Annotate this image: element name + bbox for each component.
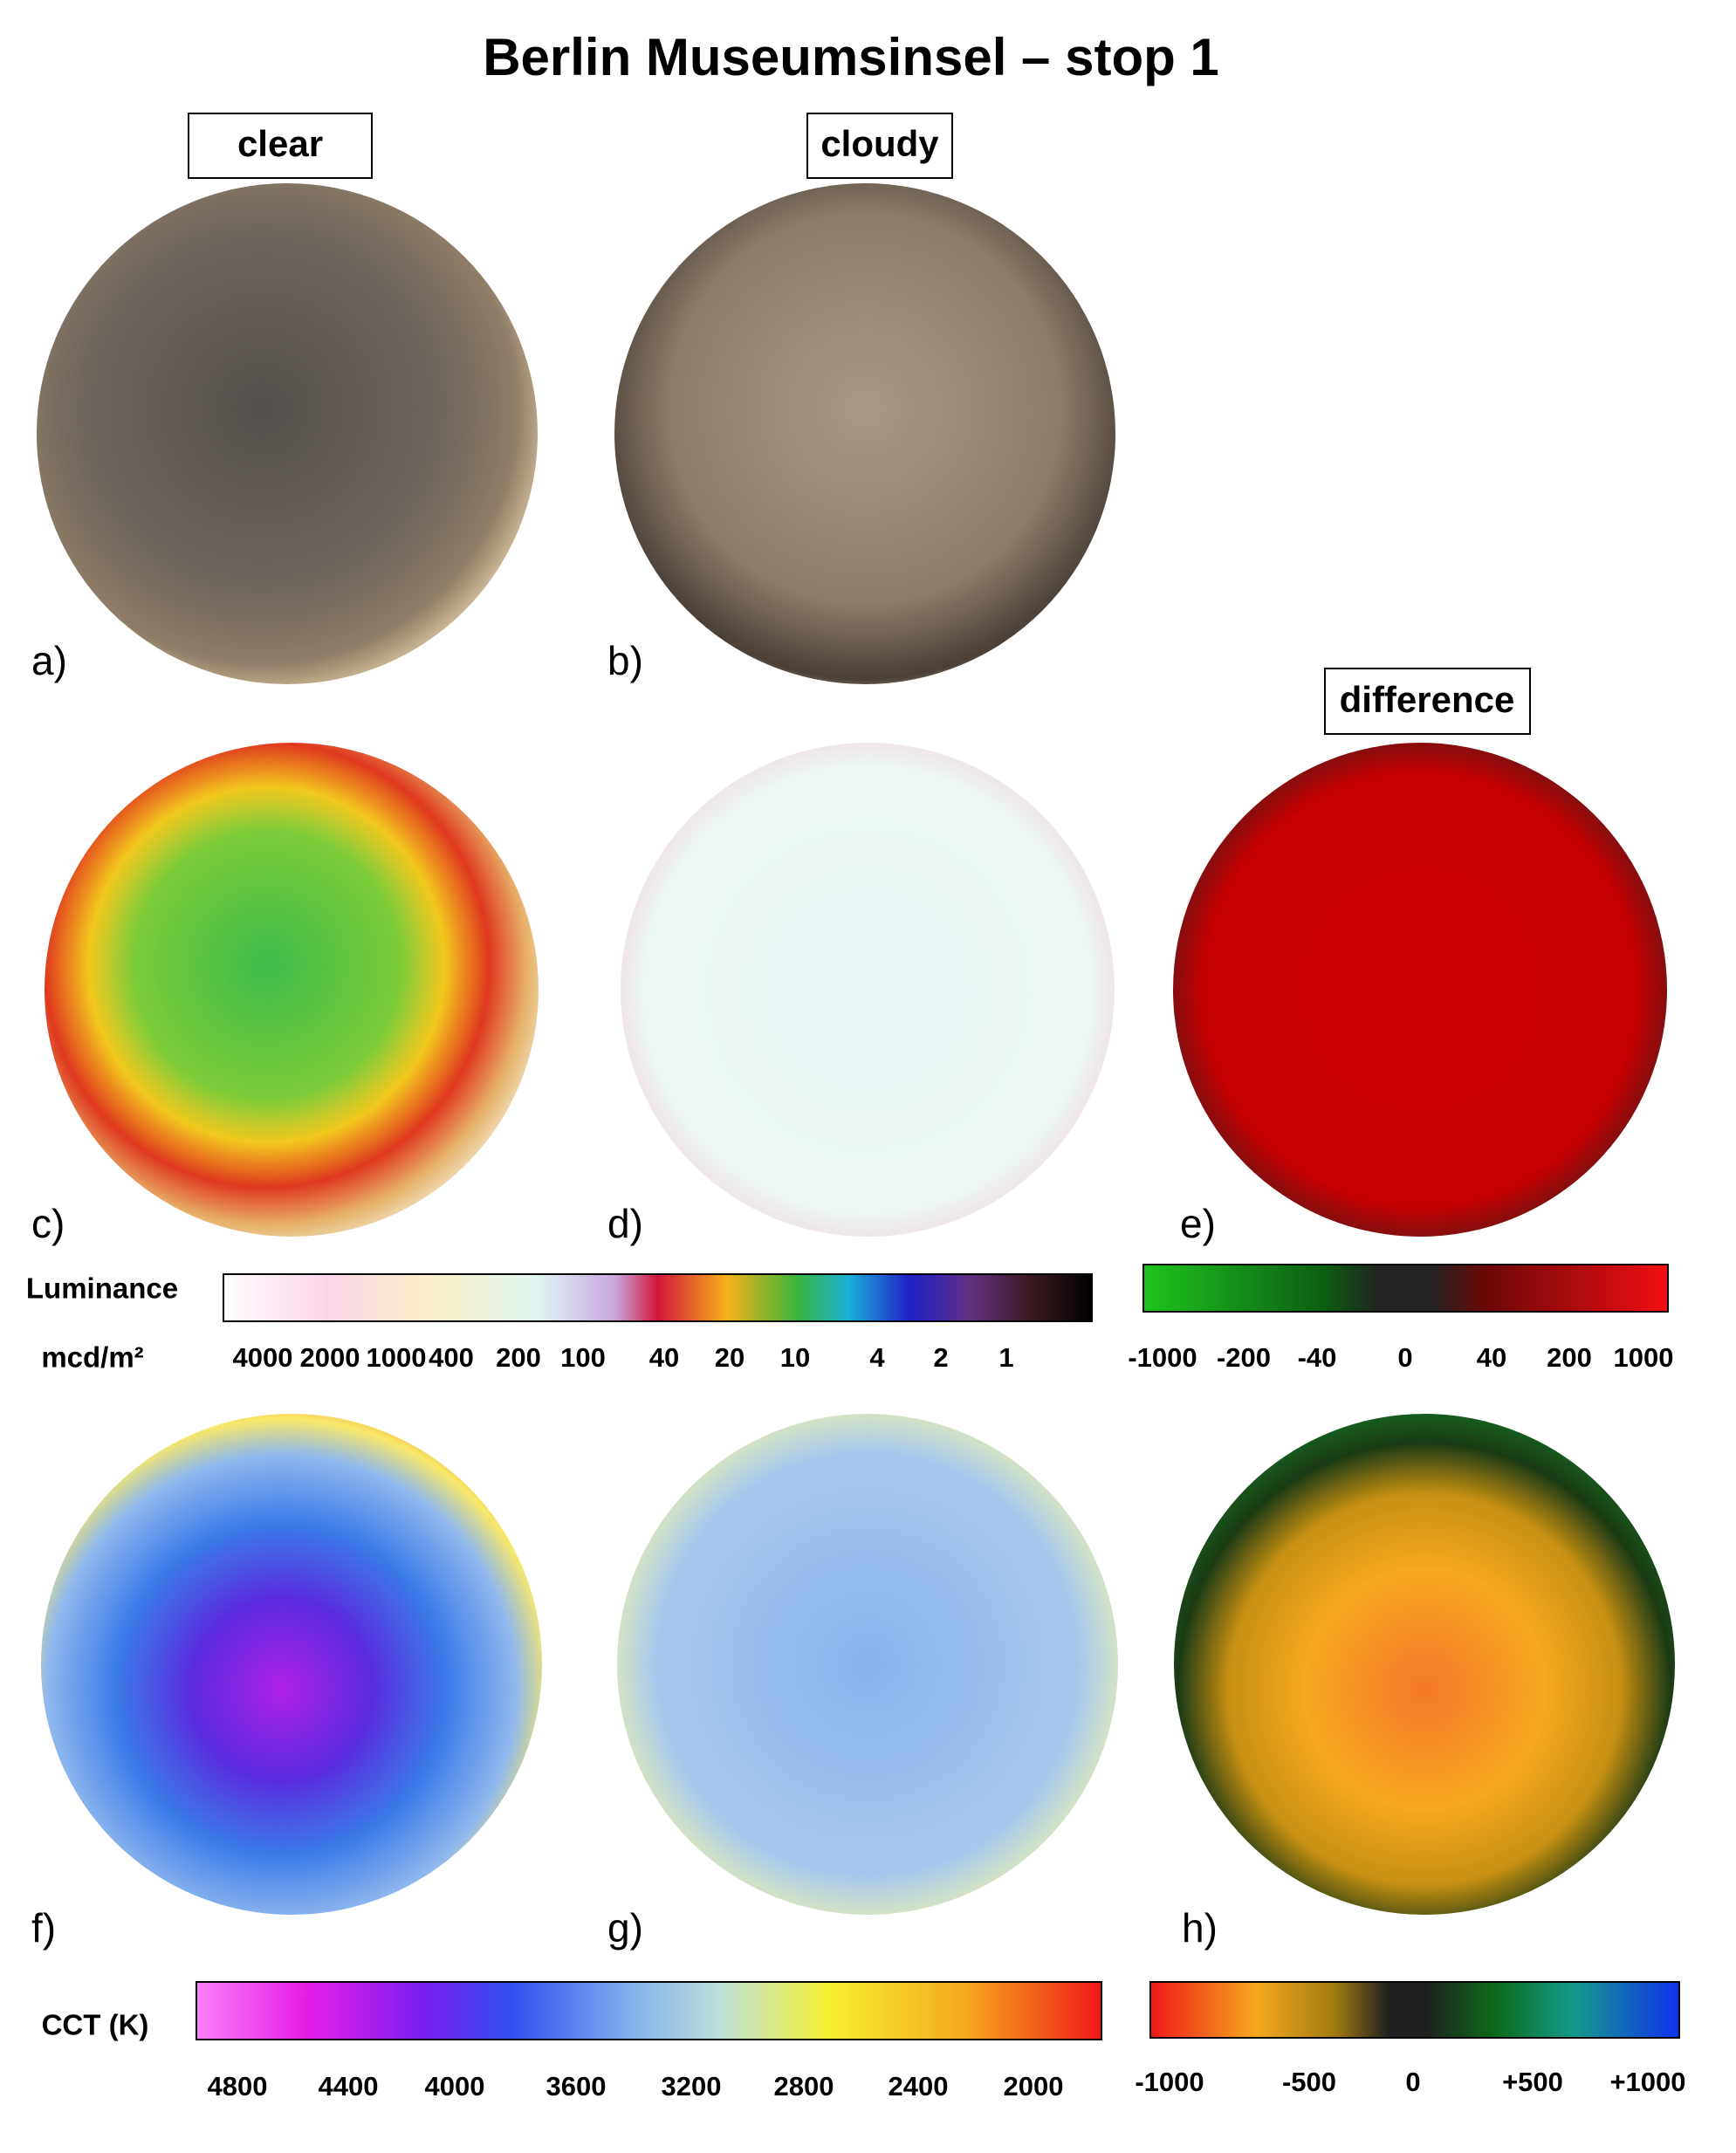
colorbar-tick-label: 4000 [425, 2071, 485, 2102]
column-header: difference [1340, 679, 1515, 720]
colorbar-tick-label: 10 [780, 1342, 810, 1373]
colorbar-tick-label: 1000 [367, 1342, 427, 1373]
scale-unit: mcd/m² [41, 1341, 143, 1374]
luminance-map-cloudy [621, 743, 1115, 1237]
colorbar-tick-label: 2800 [774, 2071, 834, 2102]
colorbar-tick-label: +1000 [1609, 2067, 1685, 2097]
colorbar-tick-label: 200 [1547, 1342, 1592, 1373]
colorbar-tick-label: +500 [1502, 2067, 1563, 2097]
luminance-difference-colorbar [1142, 1264, 1669, 1313]
luminance-difference-map [1173, 743, 1667, 1237]
cct-map-clear [41, 1414, 542, 1915]
colorbar-tick-label: 3600 [546, 2071, 607, 2102]
panel-label: f) [31, 1905, 56, 1951]
colorbar-tick-label: 2000 [300, 1342, 360, 1373]
colorbar-tick-label: 40 [649, 1342, 679, 1373]
colorbar-tick-label: -200 [1217, 1342, 1271, 1373]
colorbar-tick-label: 100 [560, 1342, 606, 1373]
colorbar-tick-label: 4800 [208, 2071, 268, 2102]
panel-label: e) [1180, 1201, 1216, 1246]
panel-label: c) [31, 1201, 65, 1246]
colorbar-tick-label: 0 [1397, 1342, 1412, 1373]
luminance-map-clear [45, 743, 539, 1237]
cct-difference-map [1174, 1414, 1675, 1915]
panel-label: h) [1182, 1905, 1218, 1951]
colorbar-tick-label: 40 [1477, 1342, 1506, 1373]
colorbar-tick-label: -1000 [1135, 2067, 1204, 2097]
column-header: cloudy [820, 123, 939, 164]
luminance-colorbar [223, 1273, 1093, 1322]
colorbar-tick-label: 0 [1405, 2067, 1420, 2097]
colorbar-tick-label: 2 [933, 1342, 948, 1373]
colorbar-tick-label: 4400 [319, 2071, 379, 2102]
cct-map-cloudy [617, 1414, 1118, 1915]
colorbar-tick-label: -1000 [1128, 1342, 1197, 1373]
colorbar-tick-label: -500 [1282, 2067, 1336, 2097]
figure-title: Berlin Museumsinsel – stop 1 [483, 28, 1219, 86]
panel-label: a) [31, 638, 67, 683]
colorbar-tick-label: 2400 [889, 2071, 949, 2102]
scale-label: Luminance [26, 1272, 178, 1305]
header-box [806, 113, 953, 179]
colorbar-tick-label: 2000 [1004, 2071, 1064, 2102]
panel-label: g) [607, 1905, 643, 1951]
colorbar-tick-label: 400 [429, 1342, 474, 1373]
colorbar-tick-label: -40 [1298, 1342, 1337, 1373]
fisheye-photo-clear [37, 183, 538, 684]
colorbar-tick-label: 1000 [1614, 1342, 1674, 1373]
cct-colorbar [196, 1981, 1102, 2040]
scale-label: CCT (K) [42, 2009, 149, 2041]
colorbar-tick-label: 3200 [662, 2071, 722, 2102]
colorbar-tick-label: 4000 [233, 1342, 293, 1373]
colorbar-tick-label: 4 [869, 1342, 885, 1373]
panel-label: b) [607, 638, 643, 683]
colorbar-tick-label: 200 [496, 1342, 541, 1373]
fisheye-photo-cloudy [614, 183, 1115, 684]
colorbar-tick-label: 1 [998, 1342, 1013, 1373]
colorbar-tick-label: 20 [715, 1342, 744, 1373]
column-header: clear [237, 123, 323, 164]
panel-label: d) [607, 1201, 643, 1246]
header-box [1324, 668, 1531, 735]
cct-difference-colorbar [1149, 1981, 1680, 2039]
header-box [188, 113, 373, 179]
